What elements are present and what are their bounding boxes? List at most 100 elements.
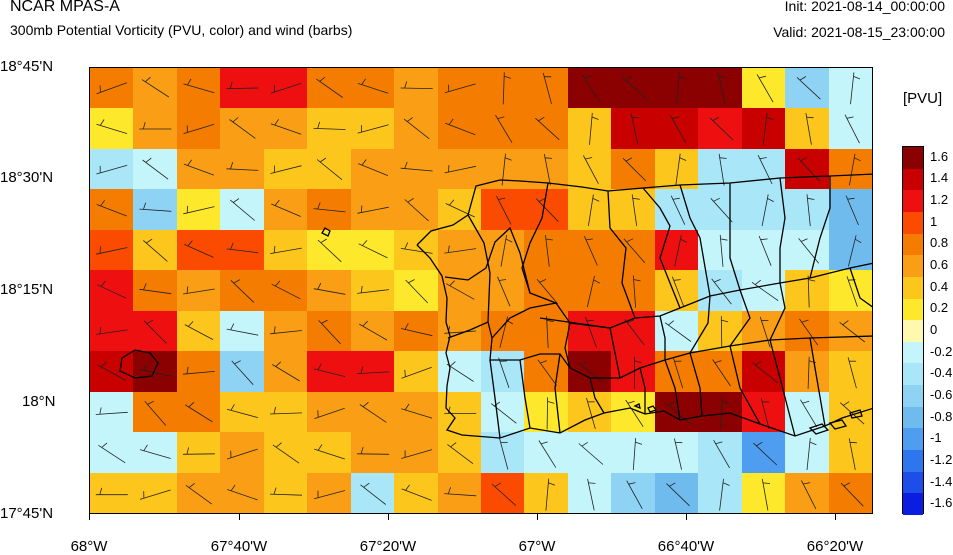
pv-cell xyxy=(785,432,829,473)
pv-cell xyxy=(785,229,829,271)
wind-barb xyxy=(183,78,215,94)
wind-barb xyxy=(227,484,258,501)
colorbar-bin xyxy=(903,385,923,408)
pv-cell xyxy=(741,472,786,513)
wind-barb xyxy=(358,159,389,176)
wind-barb xyxy=(587,478,596,511)
pv-cell xyxy=(176,391,221,433)
wind-barb xyxy=(498,357,510,389)
wind-barb xyxy=(844,114,860,144)
colorbar-label: -1.6 xyxy=(930,495,953,511)
wind-barb xyxy=(797,157,820,182)
wind-barb xyxy=(400,161,433,172)
pv-grid-row xyxy=(90,351,872,392)
wind-barb xyxy=(313,121,346,130)
init-time: Init: 2021-08-14_00:00:00 xyxy=(784,0,945,14)
wind-barb xyxy=(674,235,687,267)
wind-barb xyxy=(96,119,128,134)
wind-barb xyxy=(634,356,642,389)
wind-barb xyxy=(848,235,862,267)
pv-cell xyxy=(524,310,568,352)
wind-barb xyxy=(671,276,685,307)
pv-cell xyxy=(133,229,177,271)
wind-barb xyxy=(712,359,731,387)
pv-cell xyxy=(90,432,134,473)
wind-barb xyxy=(623,238,646,264)
colorbar-label: 1 xyxy=(930,213,938,229)
y-tick-label: 18°45'N xyxy=(0,58,54,75)
pv-cell xyxy=(90,472,134,513)
y-tick-label: 18°N xyxy=(22,393,56,410)
wind-barb xyxy=(535,197,559,222)
pv-cell xyxy=(437,229,481,271)
pv-cell xyxy=(785,472,829,513)
wind-barb xyxy=(850,72,861,105)
pv-cell xyxy=(133,351,177,392)
wind-barb xyxy=(270,83,302,94)
puerto-rico-municipal-boundaries xyxy=(119,173,872,439)
wind-barb xyxy=(536,278,558,305)
pv-cell xyxy=(698,189,742,230)
pv-cell xyxy=(350,310,395,352)
wind-barb xyxy=(670,195,686,225)
wind-barb xyxy=(761,194,774,226)
pv-cell xyxy=(741,310,786,352)
wind-barb xyxy=(709,116,734,141)
colorbar-label: -0.8 xyxy=(930,408,953,424)
colorbar-label: -1.4 xyxy=(930,473,953,489)
pv-cell xyxy=(654,432,699,473)
pv-cell xyxy=(220,351,264,392)
y-tick-label: 18°15'N xyxy=(0,281,54,298)
wind-barb xyxy=(582,74,600,103)
wind-barb xyxy=(96,164,128,175)
pv-cell xyxy=(176,432,221,473)
pv-cell xyxy=(133,310,177,352)
wind-barb xyxy=(271,199,301,217)
wind-barb xyxy=(622,157,647,182)
x-tick-label: 67°40'W xyxy=(210,538,268,555)
wind-barb xyxy=(226,323,259,336)
pv-cell xyxy=(437,148,481,190)
x-tick-label: 66°20'W xyxy=(806,538,864,555)
wind-barb xyxy=(139,363,172,377)
wind-barb xyxy=(626,480,643,509)
pv-cell xyxy=(220,391,264,433)
wind-barb xyxy=(269,406,303,415)
colorbar-bin xyxy=(903,450,923,473)
pv-cell xyxy=(176,189,221,230)
pv-grid-row xyxy=(90,229,872,271)
wind-barb xyxy=(761,478,771,511)
colorbar-label: 1.4 xyxy=(930,170,949,186)
wind-barb xyxy=(445,118,476,136)
pv-cell xyxy=(263,270,308,311)
wind-barb xyxy=(848,438,857,470)
wind-barb xyxy=(672,357,684,389)
wind-barb xyxy=(632,438,643,471)
map-overlay xyxy=(95,72,872,511)
wind-barb xyxy=(317,238,342,263)
colorbar-bin xyxy=(903,147,923,170)
wind-barb xyxy=(400,242,433,254)
wind-barb xyxy=(447,442,474,465)
x-tick xyxy=(835,514,836,520)
pv-cell xyxy=(524,68,568,109)
wind-barb xyxy=(630,113,639,145)
colorbar-label: 0.8 xyxy=(930,235,949,251)
pv-cell xyxy=(611,229,655,271)
wind-barb xyxy=(185,402,213,423)
colorbar-bin xyxy=(903,233,923,256)
wind-barb xyxy=(446,280,475,300)
pv-cell xyxy=(263,148,308,190)
wind-barb xyxy=(400,81,433,89)
colorbar-bin xyxy=(903,341,923,364)
wind-barb xyxy=(183,286,215,295)
wind-barb xyxy=(401,484,432,501)
pv-cell xyxy=(698,68,742,109)
pv-shaded-grid xyxy=(90,68,872,513)
wind-barb xyxy=(270,326,302,335)
wind-barb xyxy=(357,205,389,214)
colorbar-bin xyxy=(903,276,923,300)
colorbar-bin xyxy=(903,493,923,516)
wind-barb xyxy=(141,76,170,98)
pv-cell xyxy=(350,351,395,392)
